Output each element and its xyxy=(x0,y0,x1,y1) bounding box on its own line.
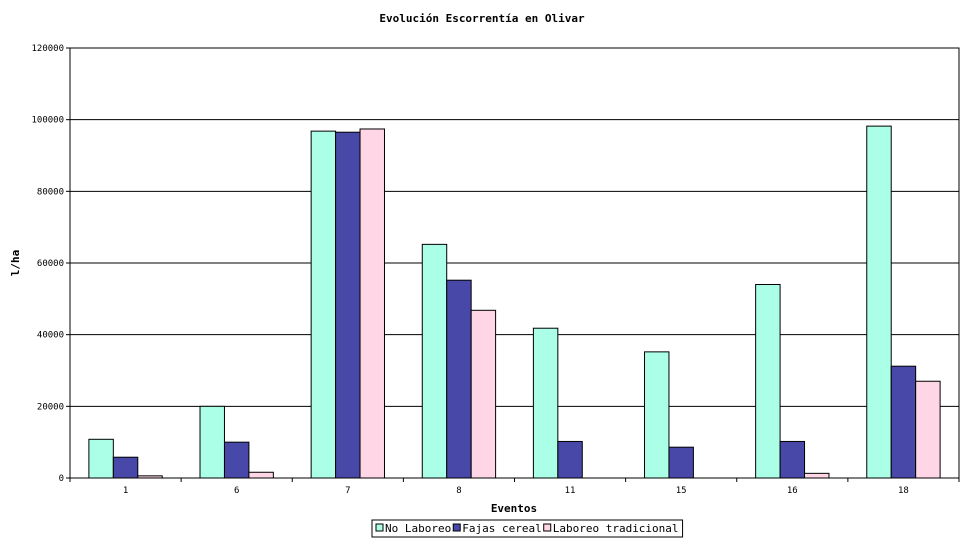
bar xyxy=(804,472,830,479)
axes xyxy=(69,47,960,482)
y-tick-label: 120000 xyxy=(31,44,64,54)
bar xyxy=(866,125,892,479)
y-tick-label: 40000 xyxy=(37,331,64,341)
bar xyxy=(446,279,472,479)
bar xyxy=(890,365,917,479)
x-tick-label: 16 xyxy=(787,486,798,496)
bar xyxy=(223,441,250,479)
bar xyxy=(112,456,139,479)
bar xyxy=(644,351,670,479)
bars xyxy=(88,125,941,479)
bar xyxy=(88,438,114,479)
x-tick-label: 15 xyxy=(676,486,687,496)
y-tick-label: 100000 xyxy=(31,116,64,126)
bar xyxy=(421,243,448,479)
legend-label: Laboreo tradicional xyxy=(553,522,679,535)
bar xyxy=(532,327,559,479)
y-axis-tick-labels: 0 20000 40000 60000 80000 100000 120000 xyxy=(31,44,64,484)
x-axis-title: Eventos xyxy=(491,502,537,515)
legend-swatch xyxy=(452,523,461,532)
bar xyxy=(755,284,781,479)
legend-label: Fajas cereal xyxy=(462,522,541,535)
y-tick-label: 80000 xyxy=(37,187,64,197)
y-tick-label: 60000 xyxy=(37,259,64,269)
bar xyxy=(199,405,225,479)
x-tick-label: 11 xyxy=(565,486,576,496)
x-axis-tick-labels: 1 6 7 8 11 15 16 18 xyxy=(123,486,909,496)
x-tick-label: 8 xyxy=(456,486,461,496)
chart-title: Evolución Escorrentía en Olivar xyxy=(379,12,585,25)
legend-swatch xyxy=(375,523,384,532)
bar xyxy=(668,446,694,479)
bar xyxy=(248,471,274,479)
x-tick-label: 6 xyxy=(234,486,239,496)
y-axis-title: l/ha xyxy=(9,250,22,277)
bar xyxy=(470,309,497,479)
x-tick-label: 7 xyxy=(345,486,350,496)
bar xyxy=(359,128,385,479)
legend-swatch xyxy=(543,523,552,532)
legend: No Laboreo Fajas cereal Laboreo tradiciona… xyxy=(371,519,684,538)
y-tick-label: 0 xyxy=(59,474,64,484)
x-tick-label: 18 xyxy=(898,486,909,496)
bar xyxy=(335,131,361,479)
legend-label: No Laboreo xyxy=(385,522,451,535)
bar xyxy=(310,130,337,479)
legend-frame xyxy=(371,519,684,538)
bar xyxy=(779,440,806,479)
x-tick-label: 1 xyxy=(123,486,128,496)
bar xyxy=(557,440,583,479)
y-tick-label: 20000 xyxy=(37,402,64,412)
bar xyxy=(915,380,941,479)
